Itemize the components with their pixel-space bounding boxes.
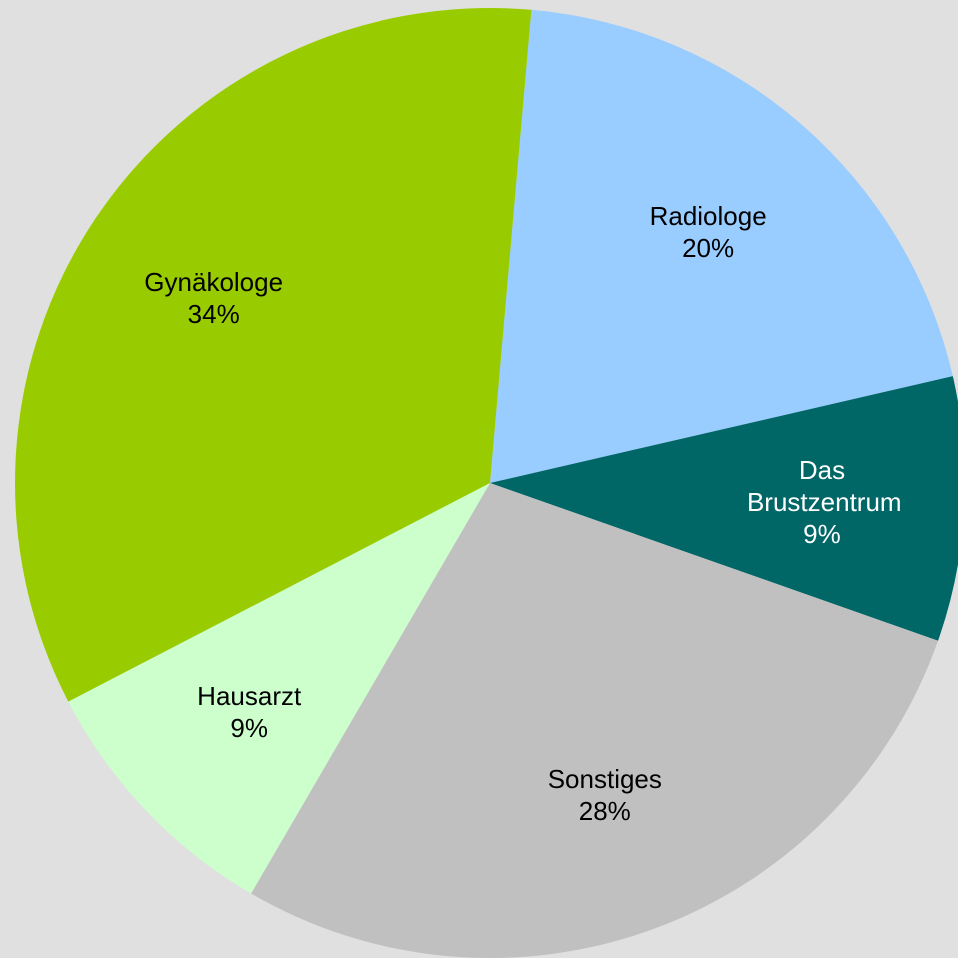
slice-value: 9%: [230, 713, 268, 744]
slice-name: Das Brustzentrum: [746, 454, 902, 517]
slice-name: Radiologe: [649, 201, 767, 232]
slice-label: Radiologe 20%: [588, 200, 828, 264]
pie-slice: [490, 376, 958, 641]
slice-name: Gynäkologe: [144, 267, 284, 298]
slice-value: 34%: [187, 299, 240, 330]
pie-slice: [15, 7, 532, 702]
slice-label: Das Brustzentrum 9%: [746, 454, 902, 550]
pie-slice: [490, 9, 953, 483]
slice-value: 9%: [803, 518, 841, 549]
slice-value: 20%: [682, 233, 735, 264]
slice-label: Hausarzt 9%: [174, 680, 324, 744]
slice-label: Sonstiges 28%: [485, 763, 725, 827]
slice-name: Hausarzt: [197, 681, 302, 712]
slice-name: Sonstiges: [547, 764, 662, 795]
pie-slice: [68, 483, 490, 894]
pie-slice: [251, 483, 939, 958]
slice-value: 28%: [578, 796, 631, 827]
slice-label: Gynäkologe 34%: [94, 266, 334, 330]
